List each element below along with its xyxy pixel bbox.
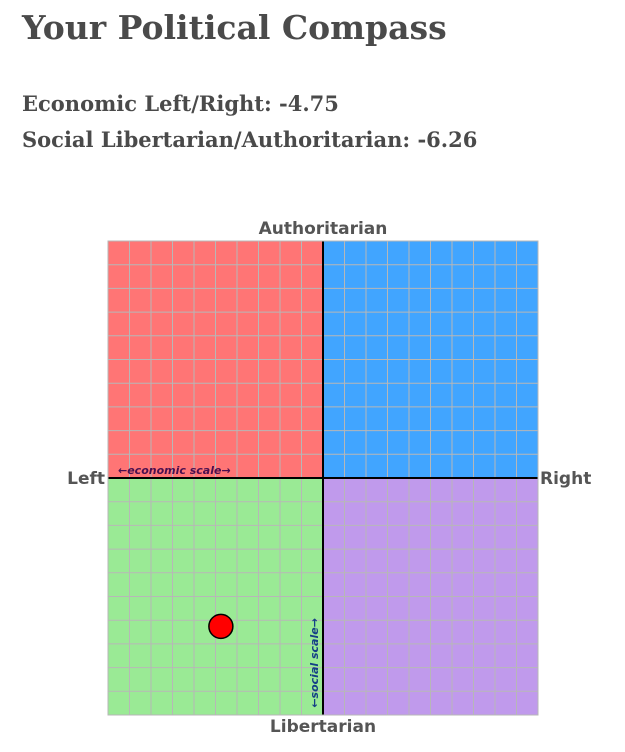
axis-label-left: Left bbox=[67, 469, 105, 489]
page-title: Your Political Compass bbox=[22, 8, 447, 47]
plot-border bbox=[107, 240, 539, 716]
axis-label-authoritarian: Authoritarian bbox=[259, 219, 388, 239]
social-scale-label: ←social scale→ bbox=[308, 618, 321, 708]
axis-label-libertarian: Libertarian bbox=[270, 717, 376, 737]
axis-label-right: Right bbox=[540, 469, 591, 489]
social-score: Social Libertarian/Authoritarian: -6.26 bbox=[22, 127, 478, 152]
economic-score: Economic Left/Right: -4.75 bbox=[22, 91, 339, 116]
economic-scale-label: ←economic scale→ bbox=[118, 464, 231, 477]
compass-position-point bbox=[208, 613, 234, 640]
